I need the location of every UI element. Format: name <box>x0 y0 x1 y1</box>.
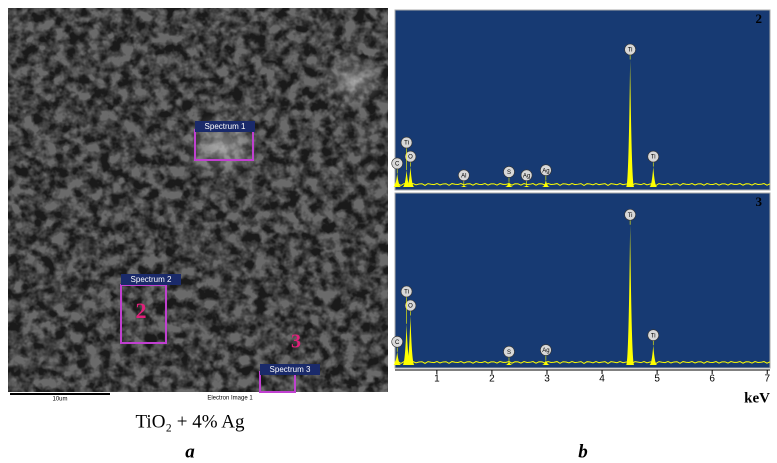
scale-label: 10um <box>52 397 67 403</box>
element-label: C <box>395 161 400 167</box>
element-label: Ti <box>628 48 633 54</box>
image-name: Electron Image 1 <box>207 396 253 402</box>
element-label: Ag <box>542 168 549 174</box>
x-tick-label: 3 <box>544 374 550 385</box>
element-label: Ag <box>523 173 530 179</box>
caption: TiO₂ + 4% Ag <box>135 411 245 432</box>
x-tick-label: 1 <box>434 374 440 385</box>
element-label: Ag <box>542 348 549 354</box>
element-label: C <box>395 340 400 346</box>
element-label: O <box>408 155 413 161</box>
element-label: Ti <box>651 333 656 339</box>
figure: 10um Electron Image 1 Spectrum 1 Spectru… <box>0 0 777 463</box>
element-label: S <box>507 350 511 356</box>
x-tick-label: 6 <box>709 374 715 385</box>
marker: 3 <box>291 331 301 353</box>
x-tick-label: 7 <box>764 374 770 385</box>
x-axis-label: keV <box>744 390 770 406</box>
element-label: Al <box>461 173 466 179</box>
spectrum-id: 2 <box>756 11 763 26</box>
spectrum-label: Spectrum 3 <box>270 365 311 374</box>
panel-letter: b <box>578 441 588 462</box>
spectrum-panel <box>395 10 770 190</box>
element-label: Ti <box>651 155 656 161</box>
element-label: O <box>408 304 413 310</box>
bright-region <box>325 55 385 105</box>
spectrum-panel <box>395 193 770 368</box>
spectrum-id: 3 <box>756 194 763 209</box>
element-label: Ti <box>404 290 409 296</box>
x-tick-label: 4 <box>599 374 605 385</box>
x-tick-label: 2 <box>489 374 495 385</box>
figure-svg: 10um Electron Image 1 Spectrum 1 Spectru… <box>0 0 777 463</box>
element-label: Ti <box>404 141 409 147</box>
panel-letter: a <box>185 441 195 462</box>
x-tick-label: 5 <box>654 374 660 385</box>
spectrum-label: Spectrum 2 <box>131 275 172 284</box>
element-label: S <box>507 170 511 176</box>
marker: 2 <box>136 298 147 323</box>
element-label: Ti <box>628 213 633 219</box>
spectrum-label: Spectrum 1 <box>205 122 246 131</box>
